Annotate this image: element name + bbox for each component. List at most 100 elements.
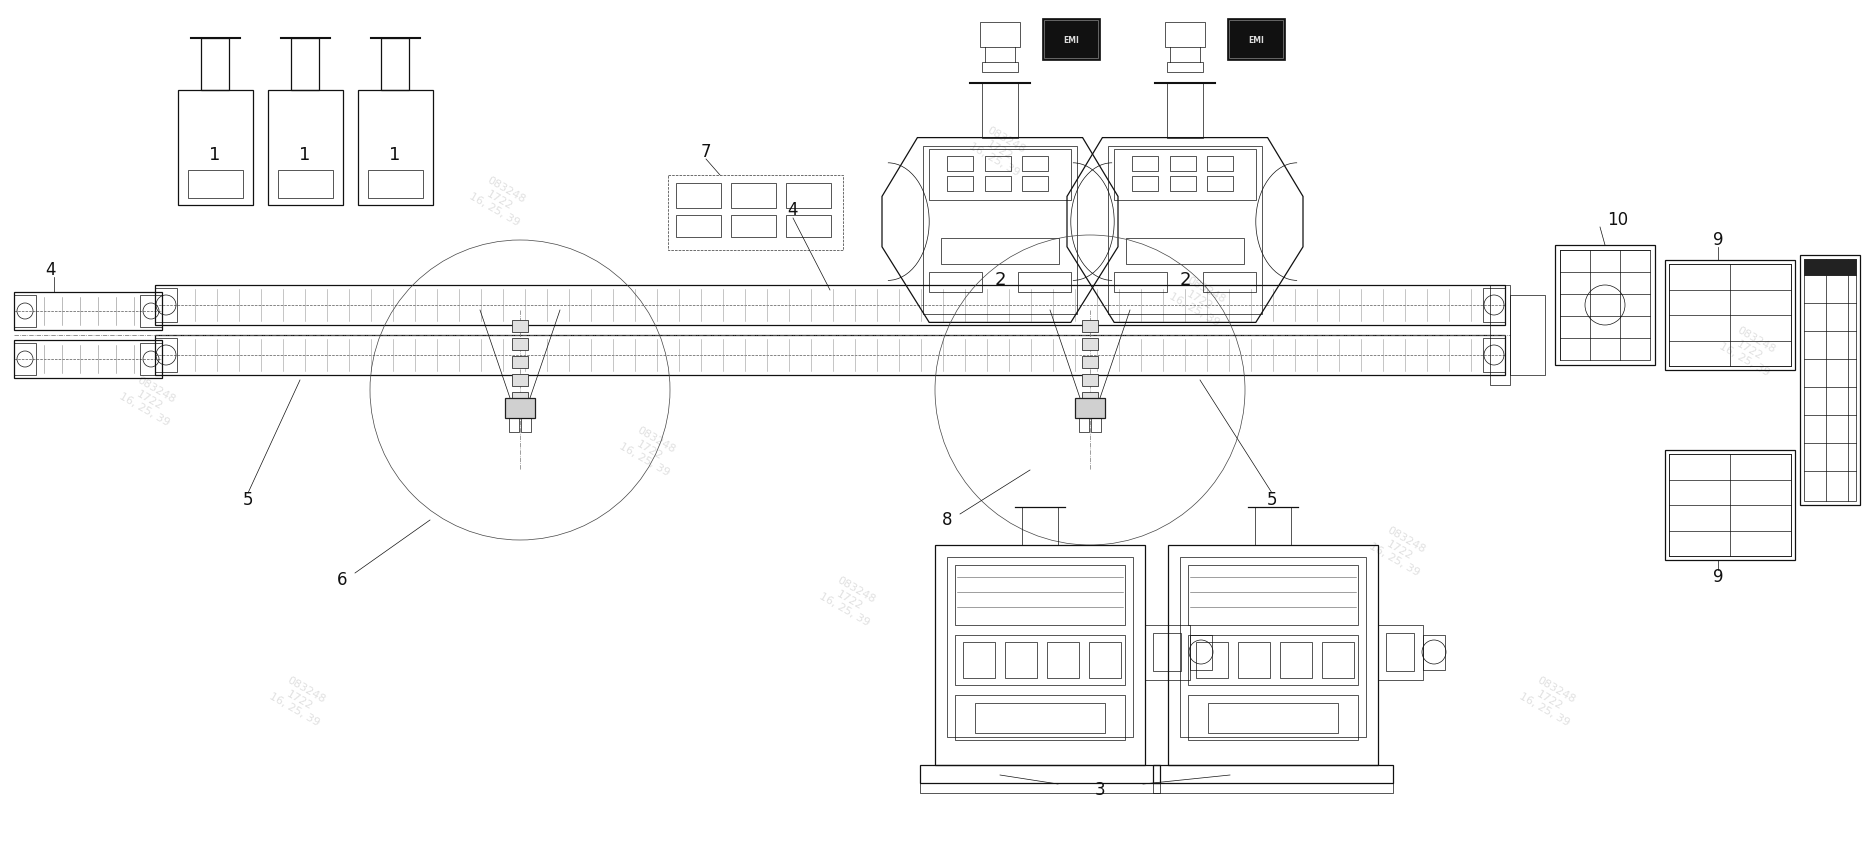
Bar [1107, 146, 1262, 314]
Bar [1167, 82, 1202, 138]
Bar [15, 340, 162, 378]
Bar [1482, 288, 1504, 322]
Bar [962, 642, 995, 678]
Bar [984, 156, 1010, 171]
Bar [1169, 176, 1195, 191]
Bar [785, 183, 831, 208]
Bar [1167, 62, 1202, 72]
Text: 083248
1722
16, 25, 39: 083248 1722 16, 25, 39 [967, 122, 1033, 178]
Bar [513, 374, 528, 386]
Bar [140, 295, 162, 327]
Bar [367, 170, 423, 198]
Text: 083248
1722
16, 25, 39: 083248 1722 16, 25, 39 [1366, 522, 1432, 579]
Bar [954, 695, 1124, 740]
Bar [1090, 418, 1100, 432]
Bar [155, 335, 1504, 375]
Bar [1489, 285, 1510, 385]
Bar [1018, 272, 1070, 292]
Bar [1802, 259, 1855, 501]
Text: 083248
1722
16, 25, 39: 083248 1722 16, 25, 39 [816, 572, 882, 629]
Text: 1: 1 [298, 146, 311, 164]
Bar [513, 320, 528, 332]
Bar [947, 557, 1133, 737]
Text: 1: 1 [390, 146, 401, 164]
Bar [984, 176, 1010, 191]
Bar [380, 38, 408, 90]
Bar [1668, 454, 1789, 556]
Bar [675, 215, 721, 237]
Bar [1206, 176, 1232, 191]
Bar [928, 150, 1070, 200]
Bar [1208, 703, 1336, 733]
Bar [1202, 272, 1254, 292]
Bar [15, 292, 162, 330]
Bar [15, 343, 35, 375]
Bar [975, 703, 1103, 733]
Bar [1422, 635, 1445, 670]
Text: 083248
1722
16, 25, 39: 083248 1722 16, 25, 39 [1717, 322, 1782, 379]
Text: 2: 2 [1178, 271, 1189, 289]
Bar [1238, 642, 1269, 678]
Bar [1668, 264, 1789, 366]
Bar [1081, 374, 1098, 386]
Bar [1021, 156, 1048, 171]
Bar [1167, 545, 1377, 765]
Text: 083248
1722
16, 25, 39: 083248 1722 16, 25, 39 [117, 372, 183, 428]
Bar [1189, 635, 1212, 670]
Text: 4: 4 [787, 201, 798, 219]
Bar [1021, 176, 1048, 191]
Text: 2: 2 [994, 271, 1005, 289]
Bar [15, 295, 35, 327]
Bar [1187, 695, 1357, 740]
Bar [1089, 642, 1120, 678]
Bar [1113, 272, 1167, 292]
Bar [1228, 20, 1282, 58]
Bar [1081, 338, 1098, 350]
Text: 083248
1722
16, 25, 39: 083248 1722 16, 25, 39 [267, 671, 332, 728]
Bar [155, 285, 1504, 325]
Bar [947, 156, 973, 171]
Bar [1187, 635, 1357, 685]
Bar [505, 398, 535, 418]
Bar [1081, 392, 1098, 404]
Bar [923, 146, 1076, 314]
Bar [201, 38, 229, 90]
Bar [358, 90, 432, 205]
Text: 4: 4 [45, 261, 56, 279]
Bar [1195, 642, 1227, 678]
Bar [982, 62, 1018, 72]
Bar [1206, 156, 1232, 171]
Bar [1510, 295, 1543, 375]
Text: 083248
1722
16, 25, 39: 083248 1722 16, 25, 39 [617, 421, 682, 478]
Bar [1665, 450, 1793, 560]
Bar [1152, 765, 1392, 783]
Bar [155, 338, 177, 372]
Bar [1558, 250, 1650, 360]
Bar [1152, 633, 1180, 671]
Bar [1131, 156, 1158, 171]
Bar [513, 356, 528, 368]
Text: 5: 5 [1266, 491, 1277, 509]
Bar [919, 765, 1159, 783]
Bar [513, 392, 528, 404]
Bar [954, 635, 1124, 685]
Bar [1254, 507, 1290, 545]
Text: 083248
1722
16, 25, 39: 083248 1722 16, 25, 39 [468, 171, 533, 228]
Bar [1144, 625, 1189, 680]
Bar [1227, 18, 1284, 60]
Text: 7: 7 [701, 143, 710, 161]
Bar [1044, 20, 1098, 58]
Bar [1113, 150, 1254, 200]
Bar [1555, 245, 1653, 365]
Bar [1279, 642, 1310, 678]
Bar [675, 183, 721, 208]
Bar [954, 565, 1124, 625]
Text: 1: 1 [209, 146, 220, 164]
Text: 083248
1722
16, 25, 39: 083248 1722 16, 25, 39 [1517, 671, 1583, 728]
Bar [785, 215, 831, 237]
Bar [1180, 557, 1364, 737]
Bar [1799, 255, 1858, 505]
Bar [1042, 18, 1100, 60]
Bar [1079, 418, 1089, 432]
Bar [982, 82, 1018, 138]
